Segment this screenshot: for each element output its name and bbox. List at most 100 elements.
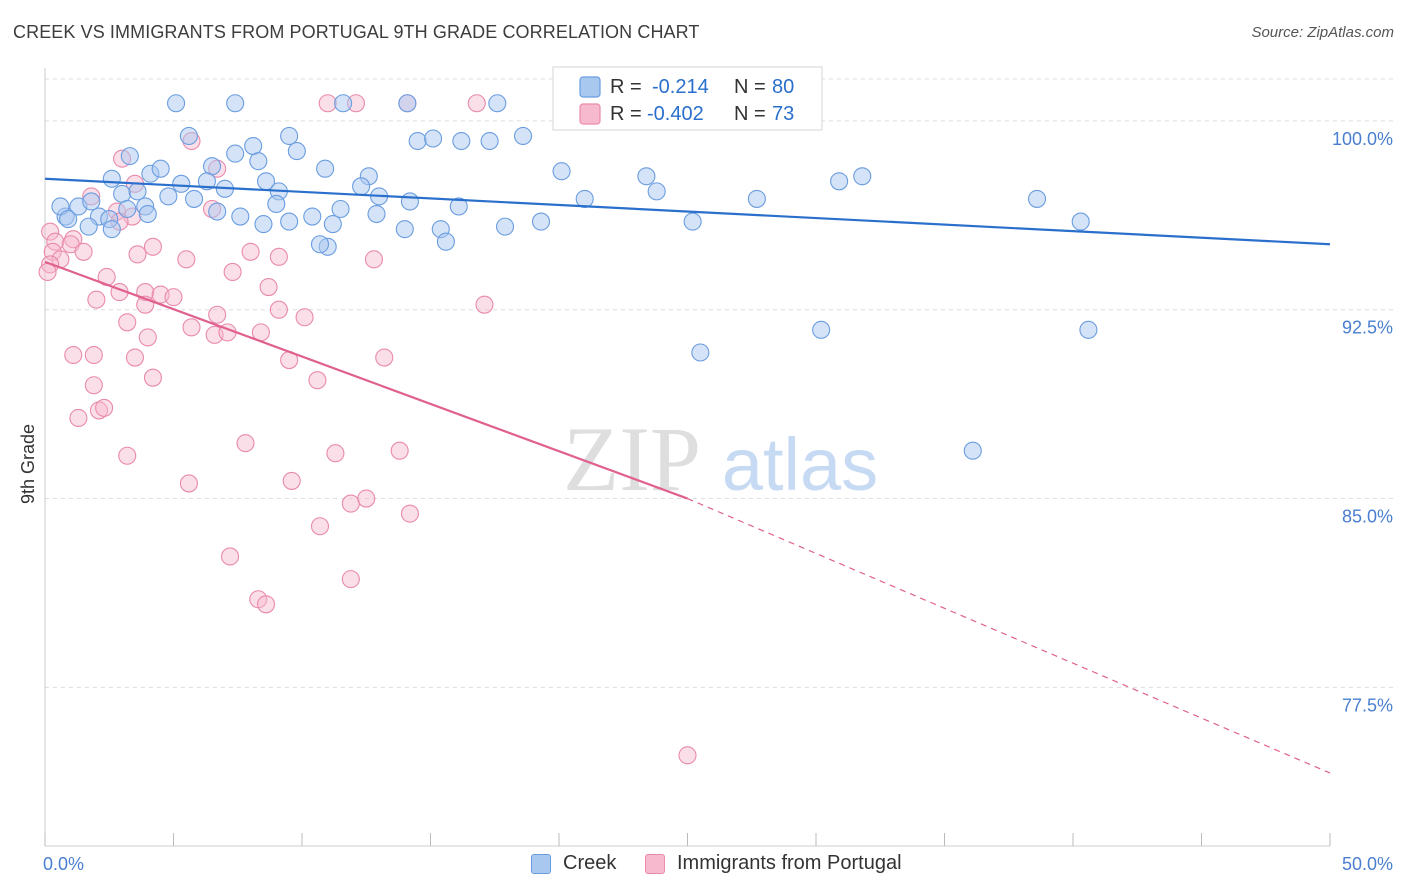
portugal-point-22: [143, 237, 162, 256]
portugal-point-23: [177, 250, 196, 269]
portugal-point-34: [87, 290, 106, 309]
x-tick-label-0: 0.0%: [43, 854, 84, 874]
portugal-point-67: [220, 547, 240, 566]
creek-point-2: [334, 94, 353, 113]
creek-point-9: [280, 126, 299, 146]
portugal-point-26: [364, 250, 384, 269]
portugal-point-39: [118, 313, 137, 332]
creek-point-19: [287, 142, 306, 161]
creek-point-25: [172, 174, 191, 193]
creek-point-50: [449, 197, 468, 216]
creek-point-60: [59, 210, 78, 229]
creek-point-47: [331, 199, 350, 219]
creek-point-10: [408, 131, 427, 151]
portugal-point-60: [118, 446, 137, 465]
y-axis-title: 9th Grade: [18, 424, 38, 504]
portugal-point-68: [341, 570, 360, 589]
portugal-point-45: [295, 308, 314, 327]
portugal-point-3: [467, 94, 486, 113]
portugal-point-56: [69, 408, 88, 428]
portugal-point-41: [182, 318, 201, 337]
portugal-point-70: [256, 595, 276, 614]
x-tick-labels: 0.0% 50.0%: [43, 854, 1393, 874]
creek-point-36: [853, 167, 872, 186]
portugal-point-37: [269, 300, 288, 319]
legend-n-value-2: 73: [772, 103, 794, 125]
portugal-point-48: [125, 348, 144, 367]
creek-point-42: [159, 187, 178, 206]
portugal-point-40: [138, 328, 157, 347]
creek-point-17: [226, 144, 245, 163]
creek-point-75: [310, 235, 330, 254]
creek-points: [51, 94, 1098, 460]
creek-point-18: [249, 152, 268, 171]
creek-point-72: [1071, 212, 1090, 231]
legend-box: R = -0.214 N = 80 R = -0.402 N = 73: [552, 66, 823, 131]
portugal-point-13: [41, 222, 60, 241]
creek-point-65: [280, 212, 299, 231]
creek-point-34: [647, 182, 666, 201]
portugal-point-62: [282, 471, 301, 490]
source-label: Source: ZipAtlas.com: [1251, 24, 1394, 41]
portugal-point-46: [64, 345, 83, 365]
bottom-legend-creek[interactable]: Creek: [531, 852, 616, 875]
creek-point-67: [395, 220, 414, 239]
y-tick-label-3: 77.5%: [1342, 695, 1393, 715]
creek-point-12: [452, 131, 471, 151]
chart-title: CREEK VS IMMIGRANTS FROM PORTUGAL 9TH GR…: [13, 22, 700, 42]
creek-trend-line: [44, 177, 1331, 246]
creek-point-48: [367, 204, 386, 224]
creek-point-40: [113, 184, 132, 203]
portugal-point-24: [241, 242, 260, 261]
portugal-point-54: [89, 401, 109, 420]
creek-point-63: [231, 207, 250, 226]
creek-point-49: [400, 192, 419, 211]
portugal-point-33: [259, 277, 278, 297]
creek-point-14: [513, 126, 533, 146]
y-tick-label-2: 85.0%: [1342, 507, 1393, 527]
creek-point-13: [480, 131, 499, 151]
creek-point-7: [179, 126, 198, 146]
creek-legend-label: Creek: [563, 852, 617, 874]
creek-point-56: [118, 199, 137, 219]
creek-point-30: [352, 177, 371, 196]
creek-point-35: [830, 172, 849, 191]
portugal-point-14: [64, 230, 83, 249]
portugal-point-51: [375, 348, 394, 367]
legend-n-label-2: N =: [734, 103, 766, 125]
portugal-point-21: [128, 245, 147, 264]
portugal-point-52: [84, 376, 103, 395]
x-tick-label-1: 50.0%: [1342, 854, 1393, 874]
creek-point-61: [79, 217, 98, 236]
portugal-trend-line: [44, 260, 688, 500]
creek-point-41: [128, 182, 147, 201]
creek-point-77: [1079, 320, 1098, 339]
creek-point-44: [208, 202, 227, 221]
portugal-point-27: [223, 262, 242, 281]
legend-swatch-creek: [579, 76, 601, 98]
creek-point-33: [637, 167, 656, 186]
portugal-point-65: [400, 504, 419, 523]
legend-n-label-1: N =: [734, 76, 766, 98]
legend-r-value-2: -0.402: [647, 103, 704, 125]
creek-point-32: [552, 162, 571, 181]
creek-point-51: [575, 189, 594, 208]
watermark-atlas: atlas: [722, 423, 878, 506]
creek-point-52: [747, 189, 766, 208]
creek-point-0: [167, 94, 186, 113]
bottom-legend: Creek Immigrants from Portugal: [0, 852, 1406, 878]
portugal-point-58: [326, 444, 345, 463]
creek-swatch: [531, 853, 551, 874]
y-tick-label-1: 92.5%: [1342, 318, 1393, 338]
creek-point-62: [102, 220, 121, 239]
portugal-point-47: [84, 345, 103, 365]
grid-lines: [45, 78, 1393, 688]
creek-point-8: [244, 137, 263, 156]
bottom-legend-portugal[interactable]: Immigrants from Portugal: [645, 852, 902, 875]
portugal-point-61: [179, 474, 198, 493]
creek-point-53: [1027, 189, 1047, 208]
creek-point-64: [254, 215, 273, 234]
portugal-swatch: [645, 853, 665, 874]
creek-point-24: [151, 159, 170, 178]
